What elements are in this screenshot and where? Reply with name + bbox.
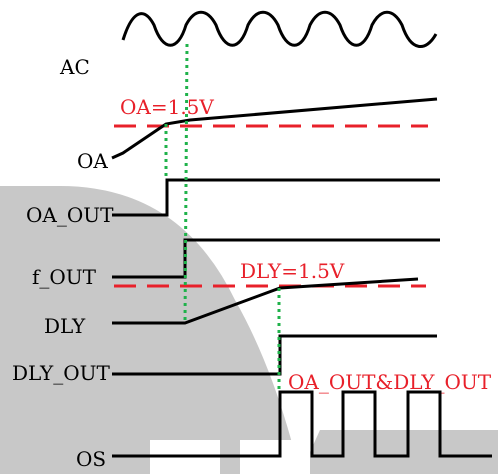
signal-label-f-out: f_OUT bbox=[32, 265, 97, 289]
signal-label-dly: DLY bbox=[44, 314, 86, 338]
ac-cycle-marker bbox=[183, 43, 189, 324]
signal-label-dly-out: DLY_OUT bbox=[12, 361, 110, 385]
dly-threshold-label: DLY=1.5V bbox=[240, 259, 345, 283]
oa-out-waveform bbox=[112, 178, 440, 217]
signal-label-oa: OA bbox=[77, 149, 108, 173]
backdrop-shape bbox=[0, 186, 300, 474]
f-out-waveform bbox=[112, 238, 440, 279]
signal-label-oa-out: OA_OUT bbox=[26, 203, 114, 227]
os-logic-label: OA_OUT&DLY_OUT bbox=[288, 370, 492, 394]
dly-waveform bbox=[112, 277, 419, 325]
os-waveform bbox=[112, 390, 492, 458]
oa-threshold-label: OA=1.5V bbox=[120, 95, 214, 119]
dly-out-waveform bbox=[112, 334, 437, 376]
signal-label-os: OS bbox=[76, 447, 106, 471]
signal-label-ac: AC bbox=[59, 55, 90, 79]
backdrop-shape-right bbox=[300, 430, 498, 474]
ac-waveform bbox=[121, 10, 438, 49]
